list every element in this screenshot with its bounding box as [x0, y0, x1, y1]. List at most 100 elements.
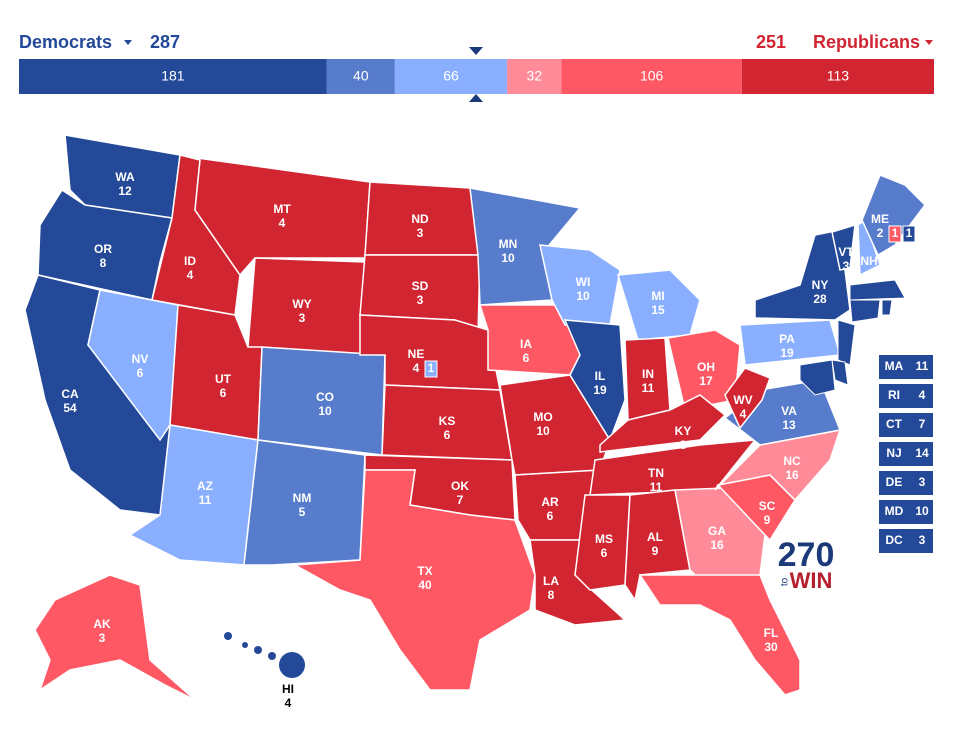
state-label: ND: [411, 212, 429, 226]
state-shape: [243, 439, 366, 566]
republicans-label[interactable]: Republicans: [813, 32, 920, 52]
vote-bar: 181 40 66 32 106 113: [19, 59, 934, 94]
small-state-votes: 10: [915, 504, 929, 518]
small-state-label: DE: [886, 475, 903, 489]
bar-label: 32: [527, 68, 543, 84]
state-label: KY: [675, 424, 692, 438]
state-label: NY: [812, 278, 829, 292]
state-shape: [254, 646, 262, 654]
state-votes: 8: [680, 438, 687, 452]
state-shape: [799, 359, 836, 396]
democrats-label[interactable]: Democrats: [19, 32, 112, 52]
dropdown-caret[interactable]: [925, 40, 933, 45]
logo-number: 270: [778, 536, 835, 574]
state-votes: 6: [137, 366, 144, 380]
state-label: IA: [520, 337, 532, 351]
state-shape: [849, 299, 881, 323]
state-votes: 11: [650, 480, 663, 494]
state-shape: [34, 574, 196, 701]
district-box: [888, 225, 902, 243]
logo-word: WIN: [790, 568, 833, 593]
state-votes: 6: [523, 351, 530, 365]
small-state-box: [879, 500, 933, 524]
small-state-votes: 7: [919, 417, 926, 431]
state-votes: 6: [220, 386, 227, 400]
state-votes: 9: [652, 544, 659, 558]
state-label: VT: [838, 245, 854, 259]
state-label: TN: [648, 466, 664, 480]
state-label: ME: [871, 212, 889, 226]
state-shape: [724, 367, 771, 430]
small-state-list: MA 11 RI 4 CT 7 NJ 14 DE 3 MD 10 DC 3: [879, 355, 933, 553]
state-shape: [837, 319, 856, 366]
small-state-label: NJ: [886, 446, 901, 460]
state-votes: 3: [417, 226, 424, 240]
state-votes: 15: [651, 303, 665, 317]
state-label: AR: [541, 495, 559, 509]
small-state-label: RI: [888, 388, 900, 402]
state-votes: 30: [764, 640, 778, 654]
state-votes: 8: [100, 256, 107, 270]
state-label: NH: [860, 254, 877, 268]
state-shape: [292, 469, 536, 691]
small-state-votes: 14: [915, 446, 929, 460]
bar-segment: [394, 59, 508, 94]
district-votes: 1: [428, 361, 435, 375]
state-label: GA: [708, 524, 726, 538]
state-votes: 16: [710, 538, 724, 552]
state-shape: [599, 394, 727, 453]
state-label: AL: [647, 530, 663, 544]
small-state-votes: 4: [919, 388, 926, 402]
state-label: PA: [779, 332, 795, 346]
state-votes: 3: [299, 311, 306, 325]
state-votes: 11: [642, 381, 655, 395]
state-shape: [268, 652, 276, 660]
state-votes: 10: [318, 404, 332, 418]
small-state-votes: 3: [919, 475, 926, 489]
dropdown-caret[interactable]: [124, 40, 132, 45]
state-label: OR: [94, 242, 112, 256]
state-votes: 3: [417, 293, 424, 307]
state-votes: 6: [547, 509, 554, 523]
state-shape: [849, 279, 906, 301]
state-votes: 28: [813, 292, 827, 306]
state-votes: 6: [444, 428, 451, 442]
state-votes: 4: [279, 216, 286, 230]
majority-marker: [469, 94, 483, 102]
state-label: NE: [408, 347, 425, 361]
majority-marker: [469, 47, 483, 55]
state-votes: 40: [418, 578, 432, 592]
state-votes: 4: [187, 268, 194, 282]
district-votes: 1: [892, 226, 899, 240]
state-label: IN: [642, 367, 654, 381]
state-votes: 54: [63, 401, 77, 415]
democrats-total: 287: [150, 32, 180, 52]
bar-label: 40: [353, 68, 369, 84]
small-state-label: MA: [885, 359, 904, 373]
district-votes: 1: [906, 226, 913, 240]
state-shape: [242, 642, 248, 648]
small-state-box: [879, 355, 933, 379]
state-label: ID: [184, 254, 196, 268]
state-label: TX: [417, 564, 432, 578]
small-state-label: DC: [885, 533, 903, 547]
state-label: SC: [759, 499, 776, 513]
bar-segment: [19, 59, 327, 94]
state-shape: [279, 652, 305, 678]
bar-segment: [326, 59, 395, 94]
state-shape: [881, 299, 893, 316]
state-votes: 16: [785, 468, 799, 482]
state-votes: 4: [866, 268, 873, 282]
state-label: LA: [543, 574, 559, 588]
logo-small: to: [780, 577, 791, 586]
state-label: VA: [781, 404, 797, 418]
bar-label: 113: [827, 68, 850, 84]
state-label: UT: [215, 372, 232, 386]
header: Democrats 287 251 Republicans: [19, 32, 933, 52]
small-state-votes: 11: [916, 359, 929, 373]
state-label: MS: [595, 532, 613, 546]
state-votes: 6: [601, 546, 608, 560]
state-votes: 4: [413, 361, 420, 375]
